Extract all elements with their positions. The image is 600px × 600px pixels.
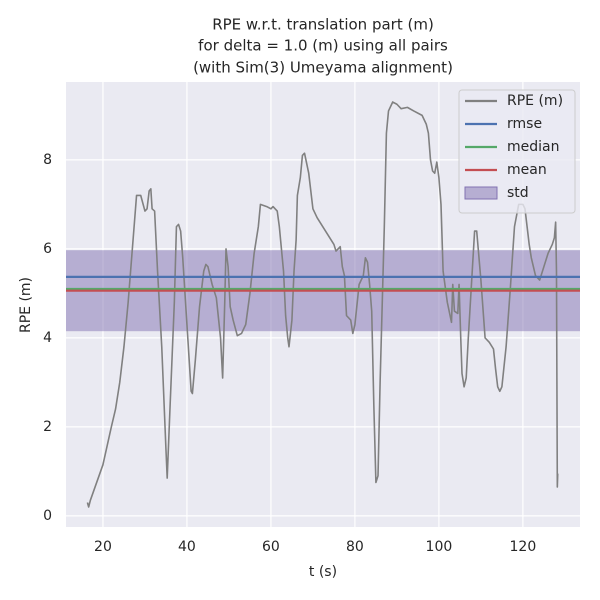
- y-tick-label: 8: [43, 152, 52, 168]
- legend-label: RPE (m): [507, 93, 563, 109]
- legend-label: median: [507, 139, 559, 155]
- legend: RPE (m) rmse median mean std: [458, 89, 576, 214]
- y-tick-label: 4: [43, 330, 52, 346]
- x-tick-label: 20: [94, 539, 112, 555]
- x-tick-label: 120: [510, 539, 537, 555]
- legend-label: mean: [507, 162, 547, 178]
- x-axis-label: t (s): [309, 564, 337, 580]
- legend-box: [458, 89, 576, 214]
- x-tick-label: 40: [178, 539, 196, 555]
- y-axis-label: RPE (m): [18, 277, 34, 333]
- data-line: [86, 101, 559, 508]
- x-tick-label: 80: [346, 539, 364, 555]
- chart-title: (with Sim(3) Umeyama alignment): [193, 59, 453, 77]
- y-tick-label: 0: [43, 508, 52, 524]
- chart-title: RPE w.r.t. translation part (m): [212, 16, 434, 34]
- y-tick-label: 2: [43, 419, 52, 435]
- plot-area: [66, 101, 580, 508]
- chart-title: for delta = 1.0 (m) using all pairs: [198, 37, 448, 55]
- x-tick-label: 60: [262, 539, 280, 555]
- x-tick-label: 100: [426, 539, 453, 555]
- legend-swatch: [464, 186, 498, 200]
- legend-label: rmse: [507, 116, 542, 132]
- y-tick-label: 6: [43, 241, 52, 257]
- legend-label: std: [507, 185, 529, 201]
